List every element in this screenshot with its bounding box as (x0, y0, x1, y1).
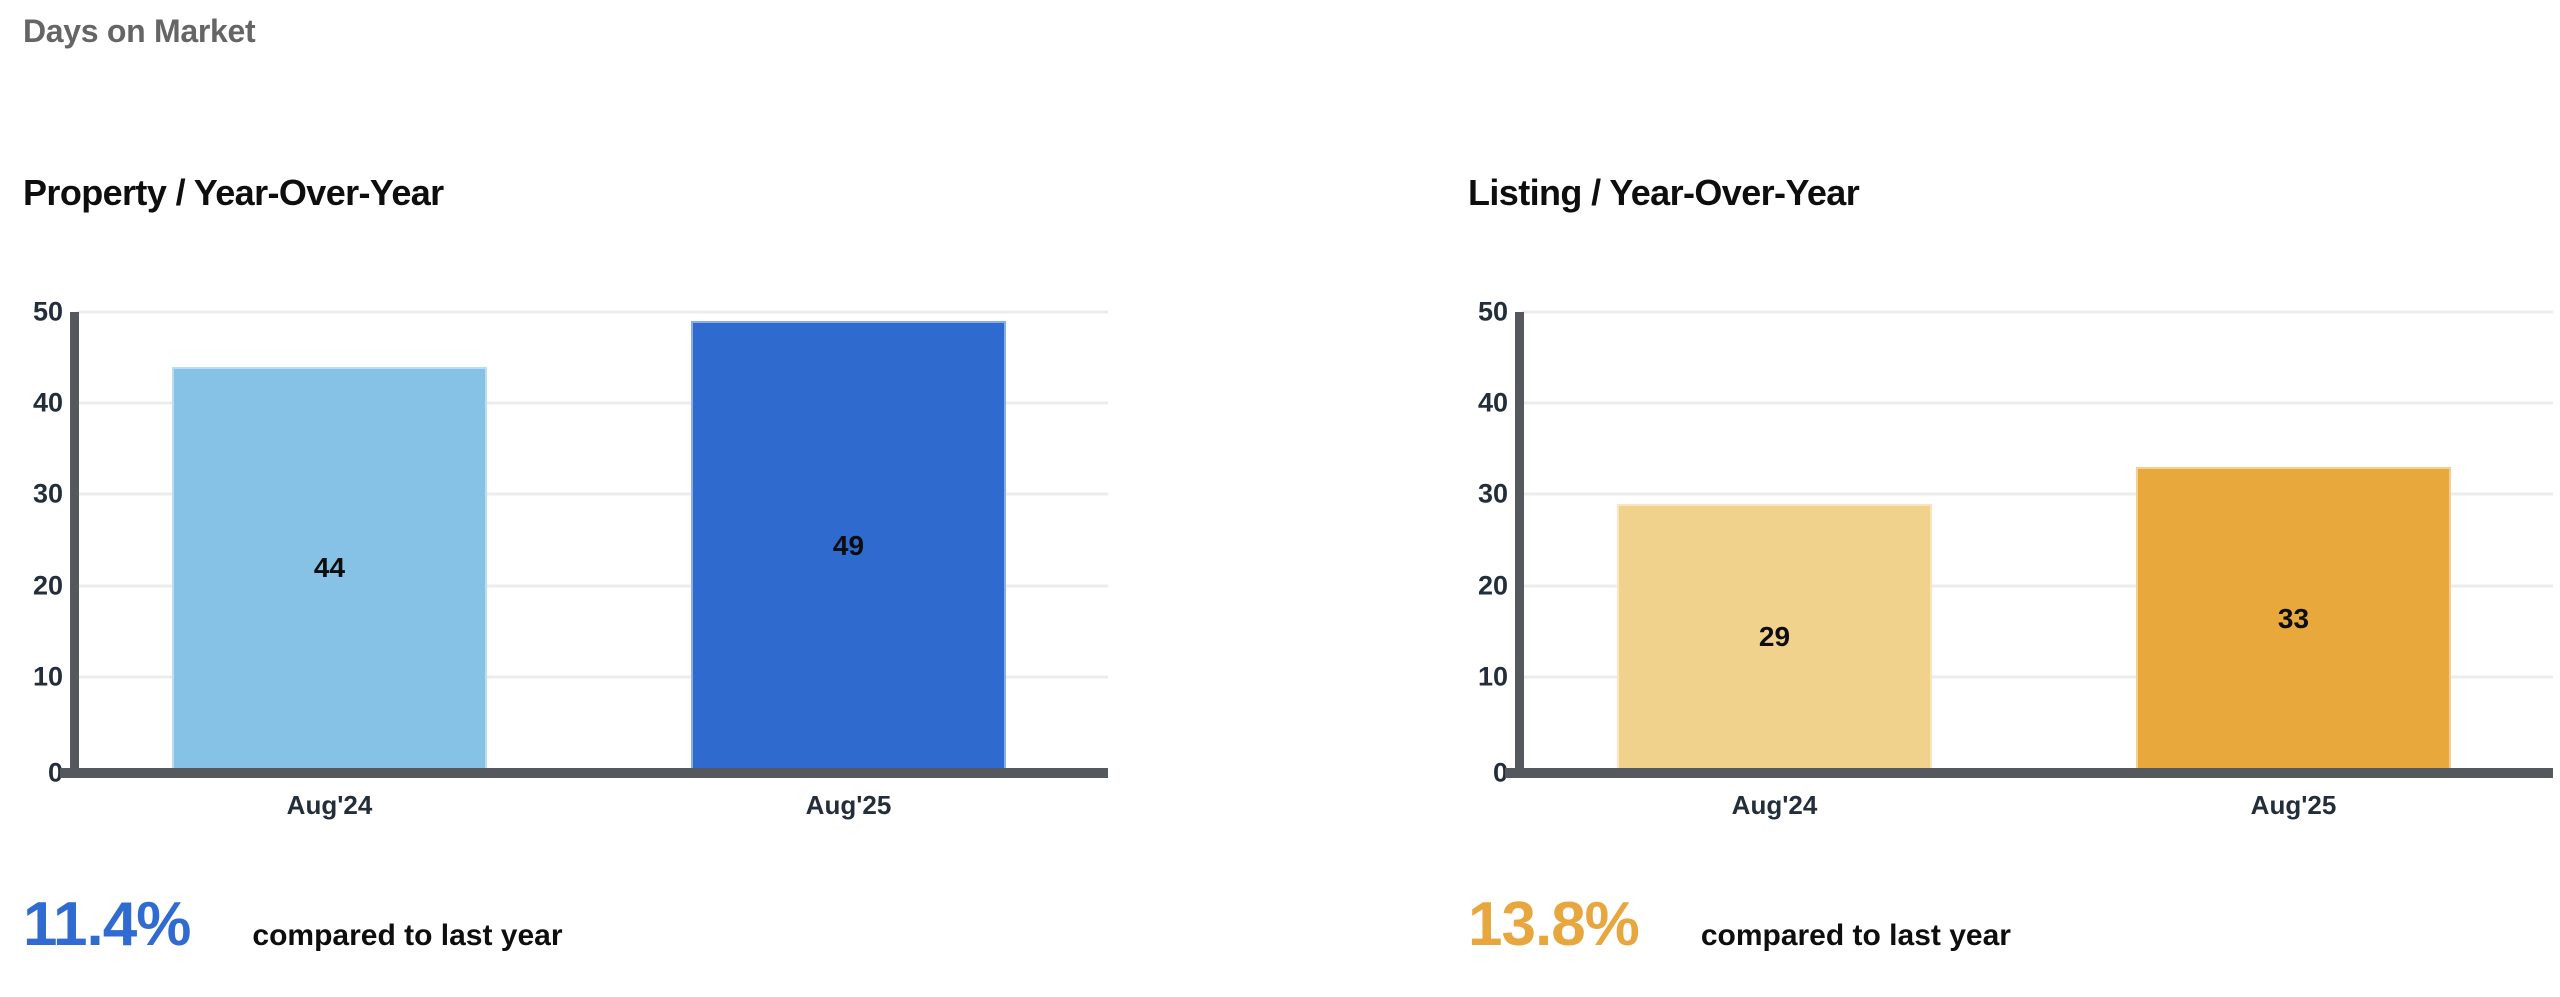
bar-value-label: 44 (313, 552, 346, 584)
bar-value-label: 33 (2277, 602, 2310, 634)
bar-aug24[interactable]: 29 (1616, 503, 1933, 768)
bar-value-label: 49 (832, 529, 865, 561)
chart-title-listing: Listing / Year-Over-Year (1468, 172, 1860, 213)
property-bar-chart: 50 40 30 20 10 0 44 49 Aug'24 Aug'25 (23, 298, 1108, 852)
gridline (1522, 492, 2553, 496)
listing-yoy-chart-card: Listing / Year-Over-Year 50 40 30 20 10 0 29 3… (1468, 172, 2553, 977)
x-axis-labels: Aug'24 Aug'25 (70, 790, 1108, 830)
listing-bar-chart: 50 40 30 20 10 0 29 33 Aug'24 Aug'25 (1468, 298, 2553, 852)
gridline (1522, 401, 2553, 405)
gridline (77, 492, 1108, 496)
y-tick-label: 50 (1477, 296, 1508, 327)
y-axis-line (1515, 312, 1524, 778)
page-title: Days on Market (23, 13, 256, 49)
gridline (77, 584, 1108, 588)
y-tick-label: 10 (32, 661, 63, 692)
bar-aug24[interactable]: 44 (171, 366, 488, 768)
y-tick-label: 0 (47, 757, 63, 788)
stat-value: 11.4% (23, 890, 191, 959)
y-axis-ticks: 50 40 30 20 10 0 (23, 298, 63, 786)
y-axis-ticks: 50 40 30 20 10 0 (1468, 298, 1508, 786)
x-axis-label-aug24: Aug'24 (1731, 790, 1818, 820)
bar-value-label: 29 (1758, 620, 1791, 652)
gridline (77, 310, 1108, 314)
x-axis-label-aug25: Aug'25 (2250, 790, 2337, 820)
gridline (1522, 675, 2553, 679)
gridline (1522, 310, 2553, 314)
x-axis-label-aug25: Aug'25 (805, 790, 892, 820)
property-yoy-chart-card: Property / Year-Over-Year 50 40 30 20 10 0 44… (23, 172, 1108, 977)
y-tick-label: 50 (32, 296, 63, 327)
y-tick-label: 0 (1492, 757, 1508, 788)
bar-aug25[interactable]: 49 (690, 321, 1007, 768)
stat-value: 13.8% (1468, 890, 1640, 959)
stat-note: compared to last year (1700, 919, 2011, 952)
yoy-stat-property: 11.4% compared to last year (23, 894, 563, 956)
gridline (77, 675, 1108, 679)
y-tick-label: 40 (32, 387, 63, 418)
y-tick-label: 30 (32, 478, 63, 509)
y-tick-label: 20 (1477, 570, 1508, 601)
x-axis-line (60, 768, 1108, 778)
y-tick-label: 20 (32, 570, 63, 601)
plot-area: 29 33 (1505, 310, 2553, 778)
gridline (77, 401, 1108, 405)
yoy-stat-listing: 13.8% compared to last year (1468, 894, 2011, 956)
chart-title-property: Property / Year-Over-Year (23, 172, 444, 213)
x-axis-line (1505, 768, 2553, 778)
y-axis-line (70, 312, 79, 778)
bar-aug25[interactable]: 33 (2135, 467, 2452, 768)
x-axis-label-aug24: Aug'24 (286, 790, 373, 820)
gridline (1522, 584, 2553, 588)
plot-area: 44 49 (60, 310, 1108, 778)
y-tick-label: 30 (1477, 478, 1508, 509)
y-tick-label: 40 (1477, 387, 1508, 418)
y-tick-label: 10 (1477, 661, 1508, 692)
stat-note: compared to last year (252, 919, 563, 952)
x-axis-labels: Aug'24 Aug'25 (1515, 790, 2553, 830)
